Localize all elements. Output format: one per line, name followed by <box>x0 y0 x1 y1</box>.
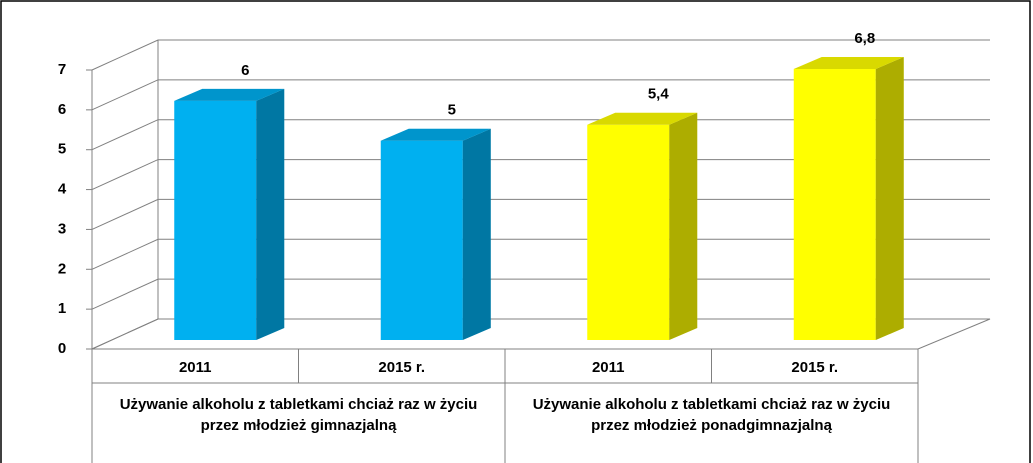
y-tick-label: 4 <box>58 181 67 198</box>
grid-line <box>91 318 990 350</box>
bar-side <box>875 56 904 340</box>
x-tick-label: 2011 <box>179 359 212 376</box>
y-tick-label: 0 <box>58 340 66 357</box>
grid-line <box>91 119 990 151</box>
grid-line <box>91 79 990 111</box>
bar-top <box>793 56 904 69</box>
bar-front <box>174 100 257 340</box>
bar-side-shade <box>462 128 491 340</box>
grid-line <box>91 238 990 270</box>
grid-line <box>91 39 990 71</box>
y-tick-label: 1 <box>58 300 66 317</box>
bar-front <box>587 124 670 341</box>
bar-side <box>462 128 491 340</box>
bar-front <box>793 68 876 340</box>
y-tick-label: 5 <box>58 141 66 158</box>
y-tick-label: 7 <box>58 61 66 78</box>
bar-side <box>256 88 285 340</box>
y-tick-label: 2 <box>58 260 66 277</box>
bar-top <box>587 112 698 125</box>
x-tick-label: 2011 <box>592 359 625 376</box>
bar-top-shade <box>587 112 698 125</box>
x-tick-label: 2015 r. <box>791 359 838 376</box>
bar-side <box>669 112 698 341</box>
y-tick-label: 6 <box>58 101 66 118</box>
x-tick-label: 2015 r. <box>378 359 425 376</box>
value-label: 6,8 <box>854 30 875 47</box>
bar-top <box>174 88 285 101</box>
grid-line <box>91 278 990 310</box>
value-label: 6 <box>241 62 249 79</box>
bar-side-shade <box>875 56 904 340</box>
grid-line <box>91 159 990 191</box>
group-label: Używanie alkoholu z tabletkami chciaż ra… <box>119 396 478 434</box>
group-label: Używanie alkoholu z tabletkami chciaż ra… <box>532 396 891 434</box>
bar-front <box>380 140 463 340</box>
bar-top-shade <box>380 128 491 141</box>
value-label: 5,4 <box>648 86 670 103</box>
bar-top-shade <box>793 56 904 69</box>
bar-side-shade <box>669 112 698 341</box>
grid-line <box>91 198 990 230</box>
bar-top <box>380 128 491 141</box>
bar-top-shade <box>174 88 285 101</box>
value-label: 5 <box>448 102 456 119</box>
y-tick-label: 3 <box>58 220 66 237</box>
bar-side-shade <box>256 88 285 340</box>
